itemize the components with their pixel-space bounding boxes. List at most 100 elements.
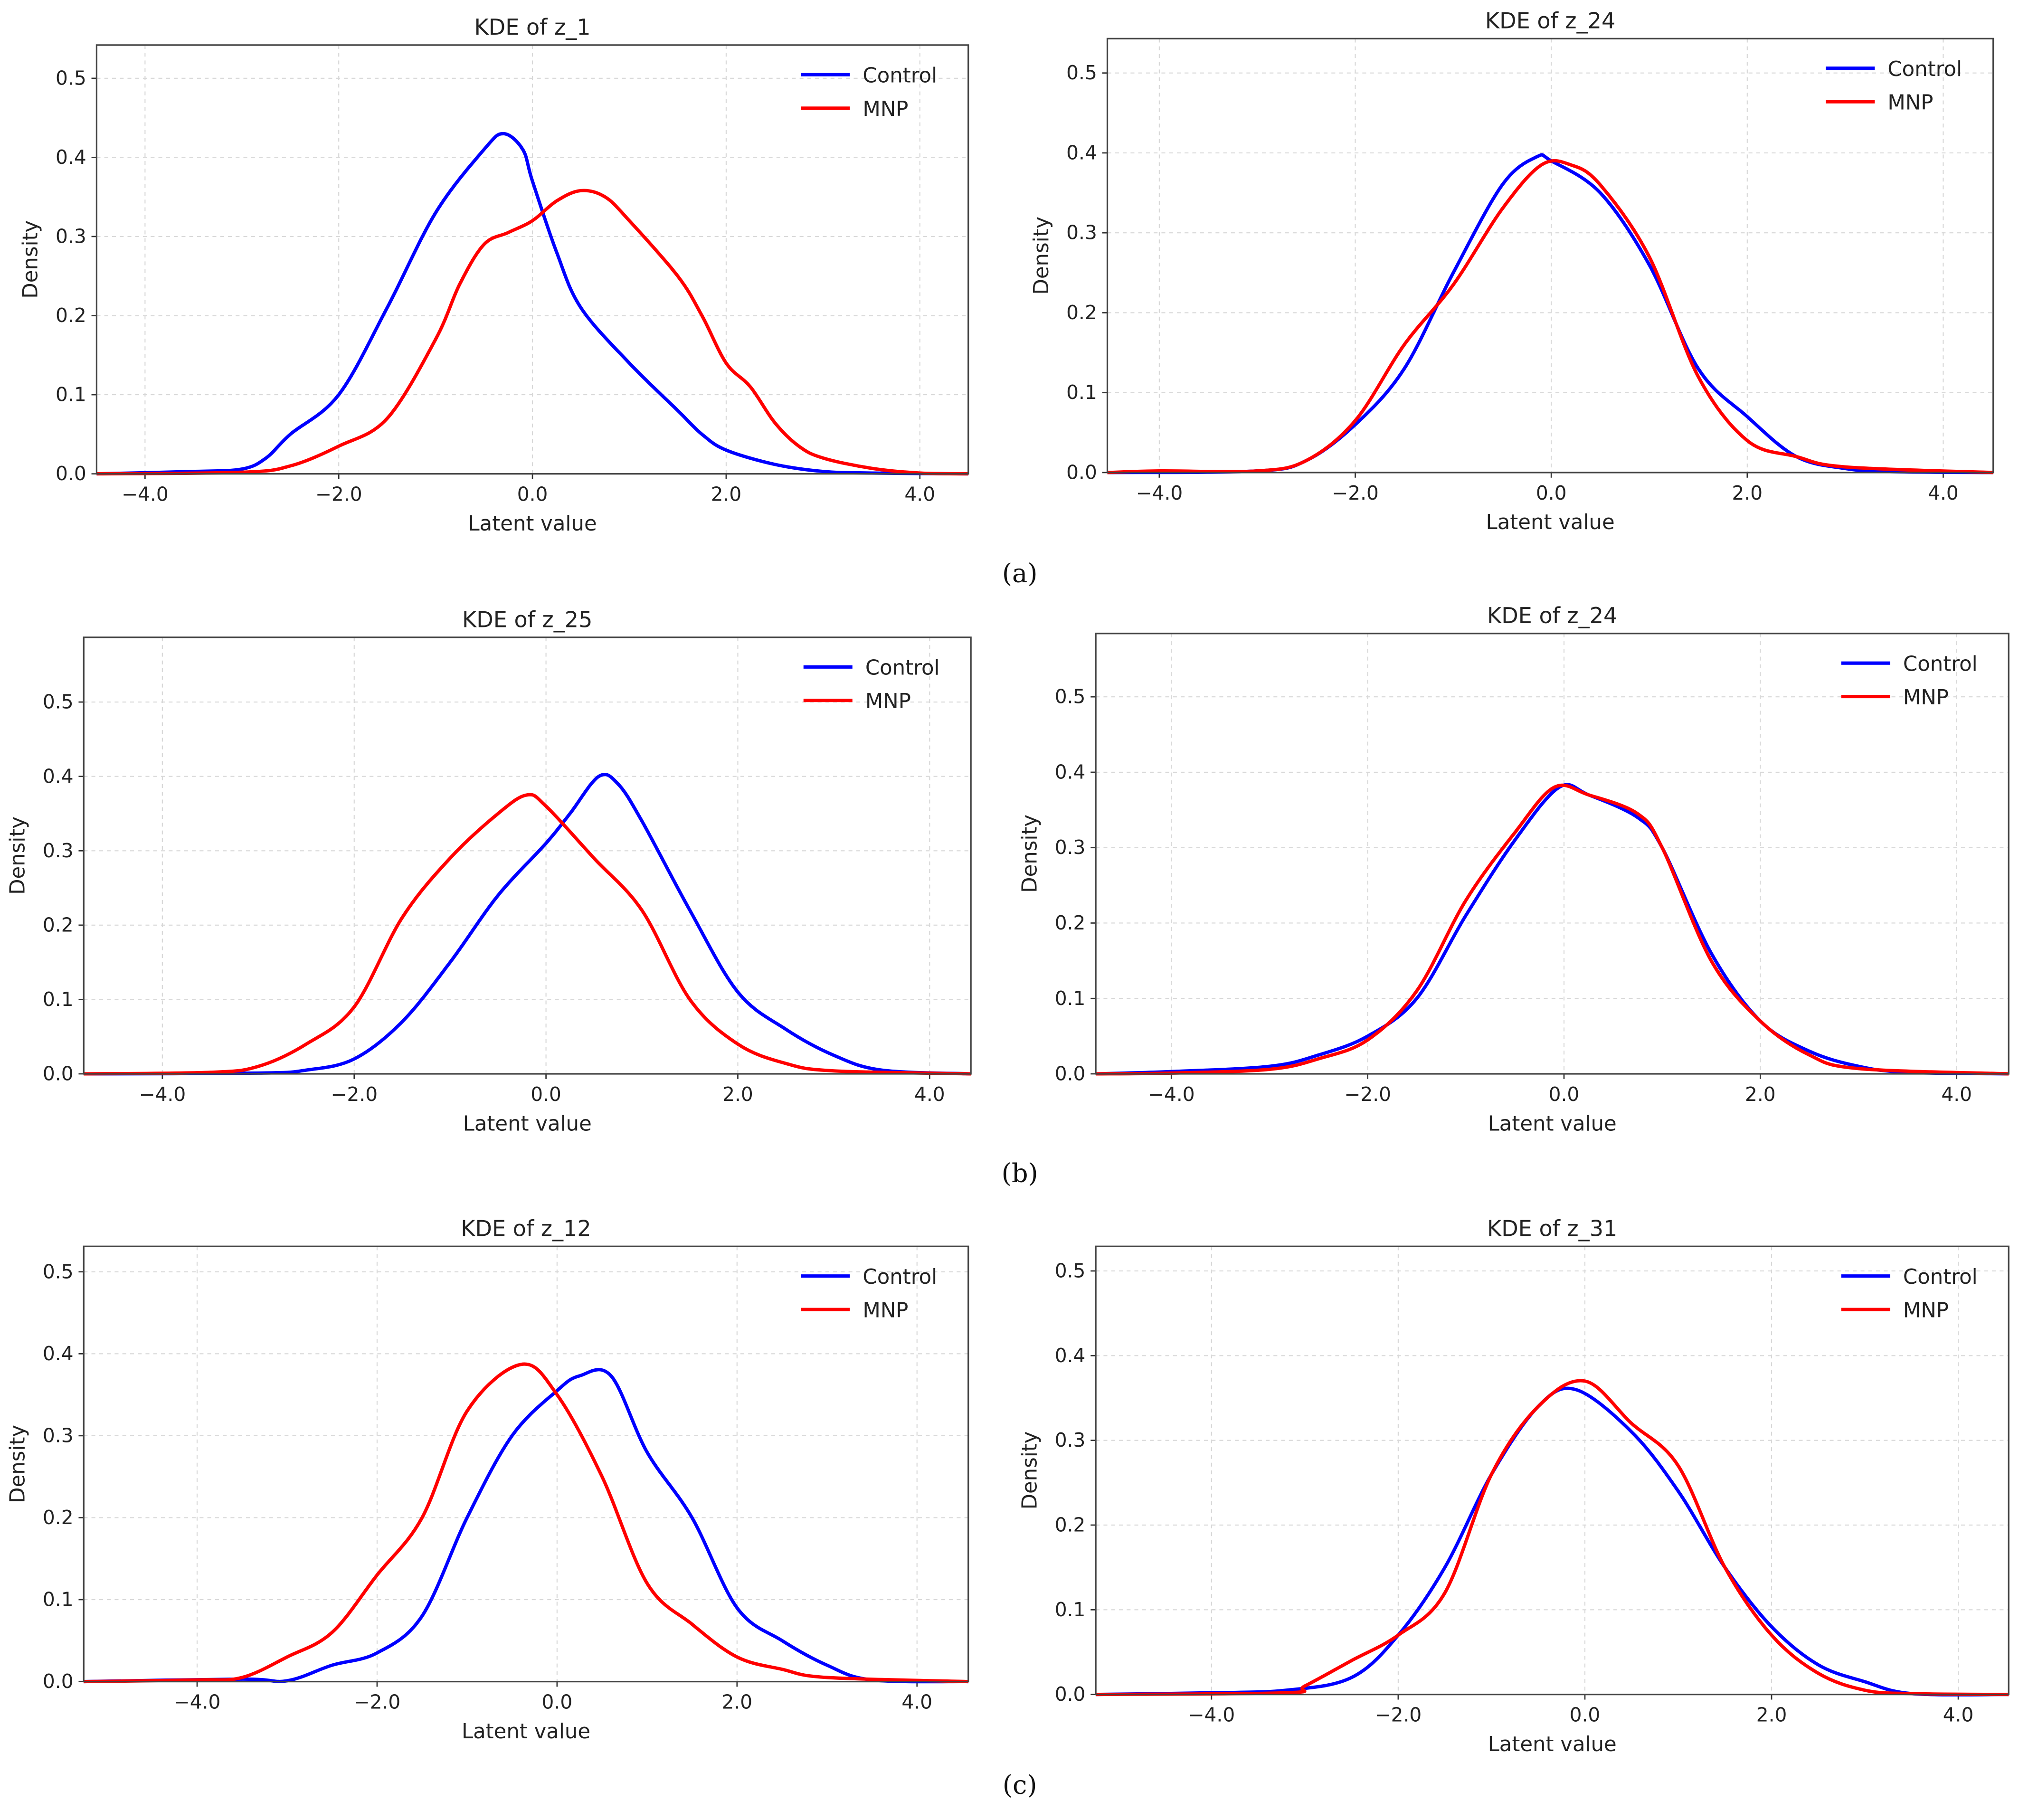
y-tick-label: 0.5	[43, 1260, 74, 1283]
subplot-kde-of-z_24-1: −4.0 −2.0 0.0 2.0 4.0 0.0 0.1 0.2 0.3 0.4 0.5 Contr…	[1030, 8, 1994, 534]
legend-label-control: Control	[1903, 1265, 1978, 1289]
x-axis-label: Latent value	[468, 512, 597, 536]
x-tick-label: −2.0	[354, 1690, 401, 1713]
y-tick-label: 0.2	[1055, 911, 1086, 934]
subplot-title: KDE of z_1	[474, 14, 591, 40]
legend-label-mnp: MNP	[1887, 91, 1933, 114]
subplot-kde-of-z_31-5: −4.0 −2.0 0.0 2.0 4.0 0.0 0.1 0.2 0.3 0.4 0.5 Contr…	[1018, 1216, 2010, 1756]
x-tick-label: 4.0	[904, 483, 935, 506]
axes-frame	[95, 44, 969, 475]
y-tick-label: 0.2	[1055, 1514, 1086, 1536]
series-line-mnp	[1096, 1379, 2009, 1697]
x-tick-label: 2.0	[722, 1083, 753, 1106]
y-tick-label: 0.4	[43, 1342, 74, 1365]
y-tick-label: 0.0	[43, 1670, 74, 1693]
x-tick-label: −2.0	[315, 483, 362, 506]
series-line-control	[1096, 783, 2009, 1076]
y-tick-label: 0.4	[1066, 141, 1097, 164]
y-tick-label: 0.0	[1055, 1062, 1086, 1085]
y-tick-label: 0.1	[43, 988, 74, 1011]
x-tick-label: −4.0	[174, 1690, 221, 1713]
x-tick-label: −2.0	[331, 1083, 378, 1106]
y-tick-label: 0.1	[56, 383, 86, 406]
legend-label-control: Control	[1887, 57, 1962, 81]
x-tick-label: −4.0	[1188, 1704, 1235, 1726]
y-axis-label: Density	[19, 220, 43, 299]
axes-frame	[1095, 633, 2010, 1075]
x-tick-label: 4.0	[1928, 482, 1959, 504]
y-tick-label: 0.2	[43, 1506, 74, 1529]
y-tick-label: 0.5	[56, 66, 86, 89]
y-tick-label: 0.4	[1055, 760, 1086, 783]
y-tick-label: 0.2	[43, 913, 74, 936]
series-line-mnp	[84, 793, 971, 1076]
y-tick-label: 0.5	[1055, 685, 1086, 708]
x-tick-label: 2.0	[1756, 1704, 1787, 1726]
legend-label-mnp: MNP	[1903, 686, 1949, 710]
figure-caption-0: (a)	[1002, 558, 1038, 588]
y-tick-label: 0.5	[1055, 1260, 1086, 1282]
y-tick-label: 0.3	[43, 839, 74, 862]
figure-caption-1: (b)	[1002, 1158, 1038, 1188]
y-tick-label: 0.3	[1055, 836, 1086, 859]
x-axis-label: Latent value	[463, 1112, 592, 1136]
subplot-kde-of-z_1-0: −4.0 −2.0 0.0 2.0 4.0 0.0 0.1 0.2 0.3 0.4 0.5 Contr…	[19, 14, 969, 536]
legend-label-mnp: MNP	[865, 690, 911, 713]
legend-label-control: Control	[863, 64, 937, 88]
series-line-mnp	[1096, 783, 2009, 1076]
series-line-mnp	[84, 1362, 968, 1684]
subplot-title: KDE of z_31	[1487, 1216, 1617, 1242]
series-line-mnp	[96, 189, 968, 476]
axes-frame	[1106, 38, 1994, 474]
axes-frame	[1095, 1245, 2010, 1696]
y-axis-label: Density	[1018, 1431, 1042, 1510]
series-line-mnp	[1107, 159, 1993, 474]
y-tick-label: 0.3	[56, 225, 86, 248]
x-tick-label: 0.0	[1536, 482, 1567, 504]
legend-label-control: Control	[863, 1265, 937, 1289]
y-tick-label: 0.5	[43, 691, 74, 713]
x-tick-label: 0.0	[531, 1083, 561, 1106]
y-tick-label: 0.2	[1066, 301, 1097, 324]
y-tick-label: 0.1	[1055, 1598, 1086, 1621]
x-tick-label: −4.0	[1148, 1083, 1195, 1106]
y-tick-label: 0.4	[43, 765, 74, 787]
y-tick-label: 0.3	[1055, 1429, 1086, 1451]
subplot-title: KDE of z_12	[461, 1216, 591, 1242]
x-axis-label: Latent value	[1488, 1112, 1617, 1136]
x-tick-label: 2.0	[1732, 482, 1763, 504]
subplot-title: KDE of z_24	[1485, 8, 1615, 34]
y-tick-label: 0.4	[56, 146, 86, 169]
legend-label-control: Control	[865, 656, 940, 680]
x-tick-label: −4.0	[139, 1083, 186, 1106]
y-tick-label: 0.1	[43, 1588, 74, 1611]
x-tick-label: 2.0	[721, 1690, 752, 1713]
legend-label-control: Control	[1903, 652, 1978, 676]
y-tick-label: 0.0	[56, 462, 86, 485]
y-tick-label: 0.1	[1055, 987, 1086, 1010]
subplot-title: KDE of z_25	[462, 607, 592, 632]
y-tick-label: 0.4	[1055, 1344, 1086, 1367]
legend-label-mnp: MNP	[1903, 1299, 1949, 1322]
x-tick-label: −2.0	[1375, 1704, 1422, 1726]
x-axis-label: Latent value	[1486, 511, 1615, 534]
legend-label-mnp: MNP	[863, 1299, 908, 1322]
x-tick-label: 0.0	[542, 1690, 573, 1713]
y-tick-label: 0.2	[56, 304, 86, 327]
series-line-control	[1096, 1386, 2009, 1697]
y-axis-label: Density	[6, 816, 30, 895]
subplot-kde-of-z_25-2: −4.0 −2.0 0.0 2.0 4.0 0.0 0.1 0.2 0.3 0.4 0.5 Contr…	[6, 607, 972, 1136]
x-tick-label: −2.0	[1332, 482, 1379, 504]
series-line-control	[96, 132, 968, 476]
y-axis-label: Density	[1030, 217, 1053, 295]
y-tick-label: 0.1	[1066, 381, 1097, 404]
axes-frame	[83, 1245, 969, 1683]
x-tick-label: 4.0	[901, 1690, 932, 1713]
series-line-control	[84, 773, 971, 1076]
y-tick-label: 0.0	[1055, 1683, 1086, 1706]
y-tick-label: 0.0	[43, 1062, 74, 1085]
x-tick-label: 2.0	[1745, 1083, 1776, 1106]
x-tick-label: 0.0	[517, 483, 548, 506]
legend-label-mnp: MNP	[863, 97, 908, 121]
